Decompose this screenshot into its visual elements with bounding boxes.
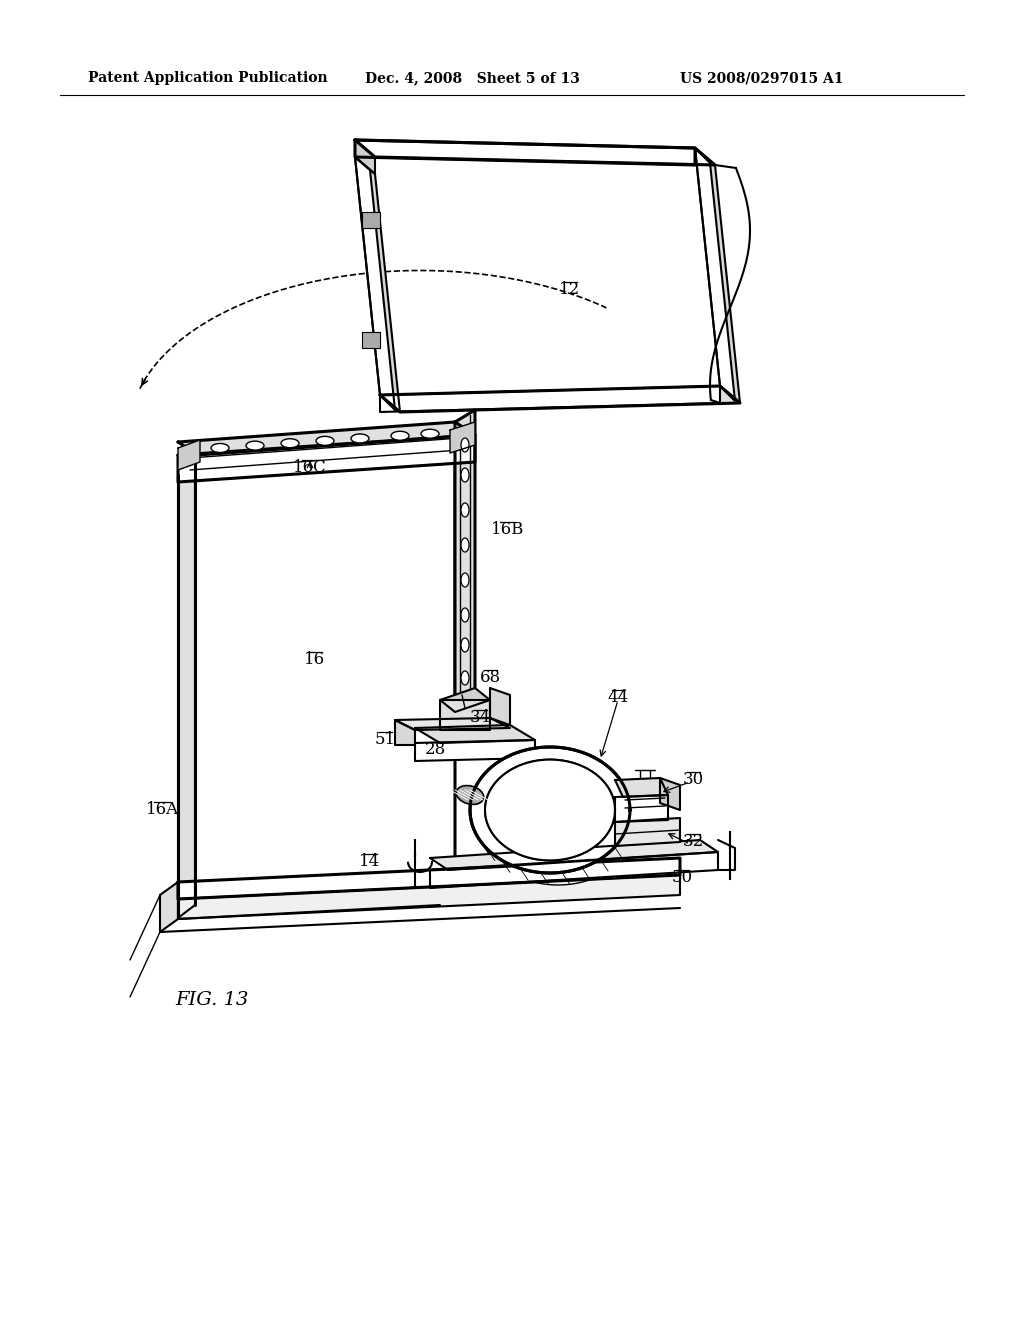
Polygon shape bbox=[380, 385, 720, 412]
Ellipse shape bbox=[461, 438, 469, 451]
Polygon shape bbox=[430, 851, 718, 888]
Ellipse shape bbox=[391, 432, 409, 441]
Polygon shape bbox=[178, 875, 680, 919]
Polygon shape bbox=[455, 411, 475, 711]
Polygon shape bbox=[415, 725, 535, 743]
Ellipse shape bbox=[246, 441, 264, 450]
Ellipse shape bbox=[457, 785, 483, 804]
Text: 32: 32 bbox=[682, 833, 703, 850]
Ellipse shape bbox=[421, 429, 439, 438]
Polygon shape bbox=[415, 741, 535, 762]
Ellipse shape bbox=[461, 573, 469, 587]
Ellipse shape bbox=[461, 503, 469, 517]
Polygon shape bbox=[178, 462, 195, 917]
Text: 28: 28 bbox=[424, 742, 445, 759]
Polygon shape bbox=[355, 140, 715, 165]
Text: 16C: 16C bbox=[293, 459, 327, 477]
Polygon shape bbox=[615, 818, 680, 846]
Polygon shape bbox=[178, 422, 475, 455]
Polygon shape bbox=[455, 411, 475, 711]
Text: 14: 14 bbox=[359, 854, 381, 870]
Polygon shape bbox=[615, 795, 668, 822]
Text: 12: 12 bbox=[559, 281, 581, 298]
Text: 16: 16 bbox=[304, 652, 326, 668]
Text: 44: 44 bbox=[607, 689, 629, 706]
Ellipse shape bbox=[281, 438, 299, 447]
Polygon shape bbox=[470, 747, 630, 873]
Text: 30: 30 bbox=[682, 771, 703, 788]
Text: 51: 51 bbox=[375, 731, 395, 748]
Polygon shape bbox=[355, 140, 375, 174]
Text: Dec. 4, 2008   Sheet 5 of 13: Dec. 4, 2008 Sheet 5 of 13 bbox=[365, 71, 580, 84]
Text: 34: 34 bbox=[469, 710, 490, 726]
Text: Patent Application Publication: Patent Application Publication bbox=[88, 71, 328, 84]
Text: 16B: 16B bbox=[492, 521, 524, 539]
Polygon shape bbox=[485, 759, 615, 861]
Polygon shape bbox=[395, 718, 510, 730]
Polygon shape bbox=[160, 882, 178, 932]
Polygon shape bbox=[195, 442, 455, 906]
Polygon shape bbox=[178, 858, 680, 899]
Polygon shape bbox=[178, 440, 200, 470]
Ellipse shape bbox=[316, 437, 334, 445]
Polygon shape bbox=[490, 688, 510, 725]
Ellipse shape bbox=[461, 539, 469, 552]
Text: FIG. 13: FIG. 13 bbox=[175, 991, 249, 1008]
Polygon shape bbox=[695, 148, 740, 403]
Ellipse shape bbox=[461, 609, 469, 622]
Text: US 2008/0297015 A1: US 2008/0297015 A1 bbox=[680, 71, 844, 84]
Polygon shape bbox=[380, 385, 740, 412]
Ellipse shape bbox=[351, 434, 369, 444]
Polygon shape bbox=[615, 777, 668, 797]
Polygon shape bbox=[440, 700, 490, 730]
Polygon shape bbox=[355, 140, 695, 165]
Polygon shape bbox=[430, 840, 718, 870]
Polygon shape bbox=[660, 777, 680, 810]
Ellipse shape bbox=[211, 444, 229, 453]
Polygon shape bbox=[362, 213, 380, 228]
Ellipse shape bbox=[461, 469, 469, 482]
Polygon shape bbox=[450, 422, 475, 453]
Ellipse shape bbox=[461, 671, 469, 685]
Polygon shape bbox=[355, 157, 395, 411]
Polygon shape bbox=[362, 333, 380, 348]
Polygon shape bbox=[395, 719, 415, 744]
Ellipse shape bbox=[461, 638, 469, 652]
Polygon shape bbox=[178, 436, 475, 482]
Text: 16A: 16A bbox=[145, 801, 178, 818]
Text: 68: 68 bbox=[479, 669, 501, 686]
Polygon shape bbox=[440, 688, 490, 711]
Polygon shape bbox=[355, 157, 400, 412]
Polygon shape bbox=[695, 148, 735, 401]
Text: 50: 50 bbox=[672, 870, 692, 887]
